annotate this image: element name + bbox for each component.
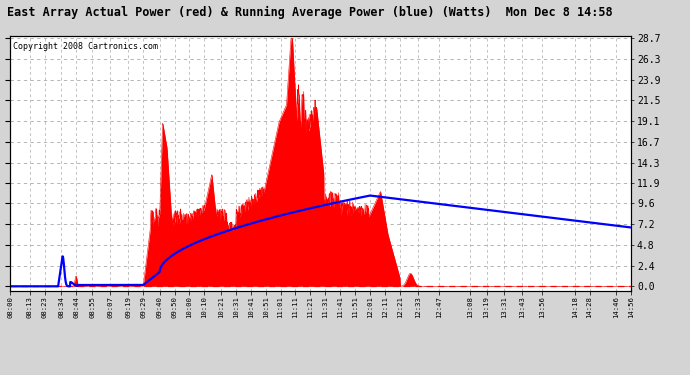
Text: East Array Actual Power (red) & Running Average Power (blue) (Watts)  Mon Dec 8 : East Array Actual Power (red) & Running … <box>7 6 613 19</box>
Text: Copyright 2008 Cartronics.com: Copyright 2008 Cartronics.com <box>14 42 159 51</box>
